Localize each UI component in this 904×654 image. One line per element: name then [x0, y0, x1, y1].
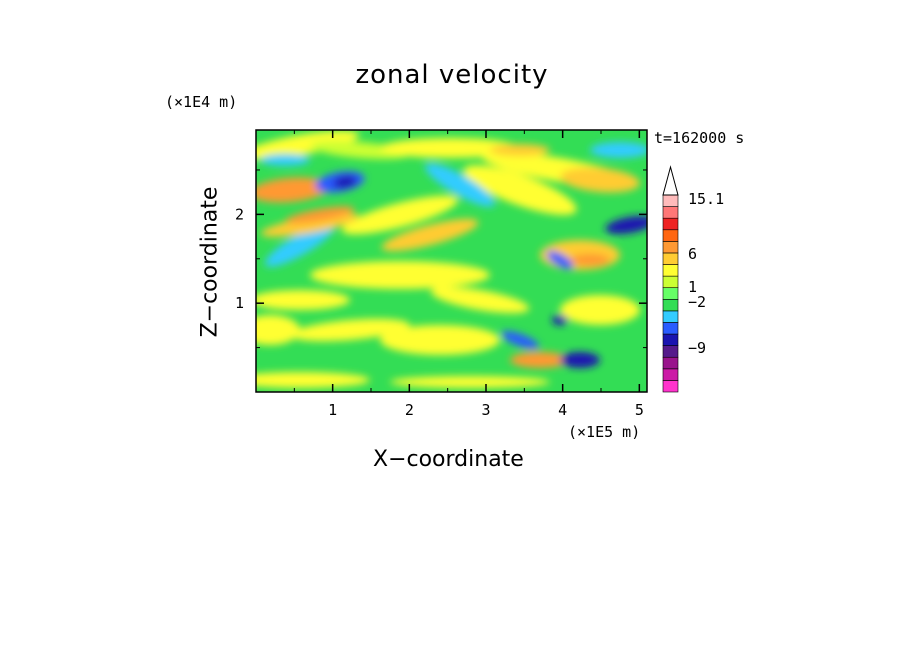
colorbar-label: −2 [688, 293, 706, 311]
colorbar-swatch [662, 345, 679, 358]
colorbar-swatch [662, 310, 679, 323]
x-tick: 3 [481, 130, 491, 419]
x-tick-label: 3 [481, 401, 490, 419]
chart-title: zonal velocity [355, 60, 549, 90]
x-tick-label: 5 [635, 401, 644, 419]
x-tick: 2 [405, 130, 414, 419]
x-axis-unit: (×1E5 m) [568, 423, 641, 441]
colorbar-swatch [662, 264, 679, 277]
x-tick-label: 1 [328, 401, 337, 419]
colorbar-swatch [662, 356, 679, 370]
x-tick-label: 2 [405, 401, 414, 419]
y-tick: 2 [235, 205, 647, 223]
colorbar-swatch [662, 380, 679, 393]
colorbar-label: −9 [688, 339, 706, 357]
colorbar-swatch [662, 368, 679, 381]
colorbar-label: 1 [688, 278, 697, 296]
time-label: t=162000 s [654, 129, 745, 147]
plot-frame [255, 129, 648, 393]
colorbar-swatch [662, 333, 679, 346]
x-tick: 1 [328, 130, 337, 419]
y-axis-unit: (×1E4 m) [165, 93, 238, 111]
colorbar-extend-arrow [662, 165, 679, 196]
x-tick: 4 [558, 130, 567, 419]
colorbar-swatch [662, 194, 679, 207]
x-axis-label: X−coordinate [373, 447, 524, 472]
x-tick-label: 4 [558, 401, 567, 419]
colorbar-swatch [662, 252, 679, 265]
y-tick: 1 [235, 294, 647, 312]
colorbar-label: 6 [688, 245, 697, 263]
colorbar-swatch [662, 275, 679, 289]
colorbar-swatch [662, 229, 679, 242]
colorbar-swatch [662, 298, 679, 312]
x-tick: 5 [635, 130, 644, 419]
colorbar-swatch [662, 241, 679, 254]
colorbar-label: 15.1 [688, 190, 724, 208]
y-tick-label: 1 [235, 294, 244, 312]
colorbar [662, 165, 679, 393]
contour-field [256, 130, 647, 392]
colorbar-swatch [662, 287, 679, 300]
colorbar-swatch [662, 217, 679, 231]
colorbar-swatch [662, 206, 679, 219]
y-tick-label: 2 [235, 205, 244, 223]
colorbar-swatch [662, 322, 679, 335]
